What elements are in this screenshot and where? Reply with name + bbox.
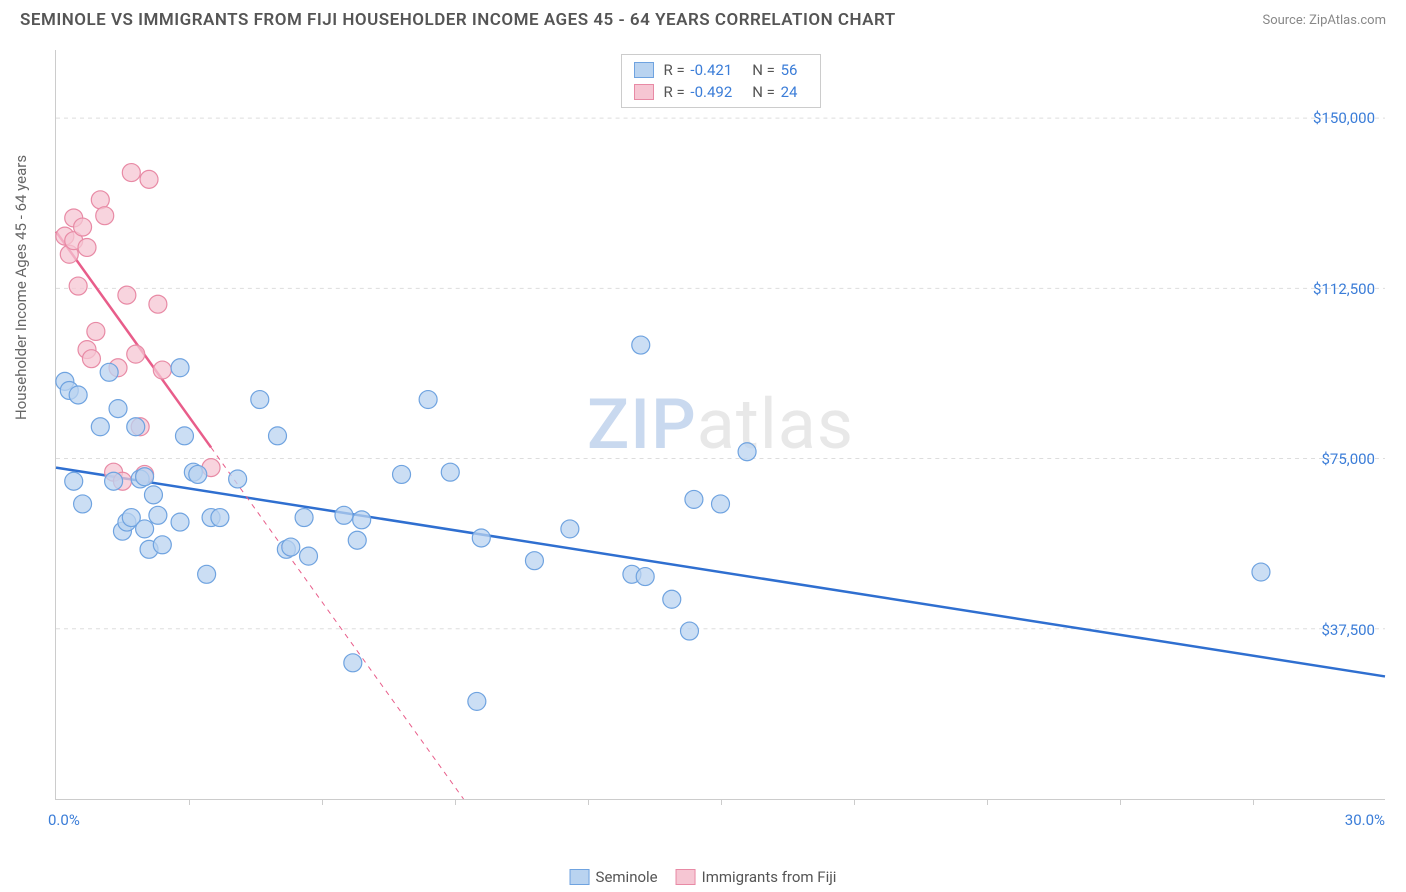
data-point <box>189 465 207 483</box>
x-tick <box>189 799 190 805</box>
data-point <box>472 529 490 547</box>
legend-label-1: Immigrants from Fiji <box>702 868 837 886</box>
data-point <box>632 336 650 354</box>
data-point <box>69 386 87 404</box>
data-point <box>211 509 229 527</box>
data-point <box>441 463 459 481</box>
data-point <box>393 465 411 483</box>
data-point <box>680 622 698 640</box>
data-point <box>295 509 313 527</box>
data-point <box>171 513 189 531</box>
data-point <box>153 361 171 379</box>
x-tick <box>322 799 323 805</box>
x-max-label: 30.0% <box>1345 811 1385 829</box>
y-tick-label: $150,000 <box>1313 109 1375 127</box>
data-point <box>127 418 145 436</box>
data-point <box>335 506 353 524</box>
data-point <box>153 536 171 554</box>
data-point <box>300 547 318 565</box>
data-point <box>251 391 269 409</box>
data-point <box>738 443 756 461</box>
data-point <box>353 511 371 529</box>
data-point <box>91 418 109 436</box>
scatter-svg <box>56 50 1385 799</box>
data-point <box>105 472 123 490</box>
data-point <box>344 654 362 672</box>
x-tick <box>854 799 855 805</box>
x-tick <box>588 799 589 805</box>
data-point <box>149 506 167 524</box>
data-point <box>87 322 105 340</box>
data-point <box>269 427 287 445</box>
data-point <box>127 345 145 363</box>
chart-header: SEMINOLE VS IMMIGRANTS FROM FIJI HOUSEHO… <box>0 0 1406 38</box>
data-point <box>663 590 681 608</box>
data-point <box>136 468 154 486</box>
data-point <box>525 552 543 570</box>
series-legend: Seminole Immigrants from Fiji <box>570 868 837 886</box>
legend-label-0: Seminole <box>596 868 658 886</box>
data-point <box>78 238 96 256</box>
legend-swatch-seminole <box>570 869 590 885</box>
data-point <box>198 565 216 583</box>
data-point <box>100 363 118 381</box>
x-tick <box>987 799 988 805</box>
y-tick-label: $112,500 <box>1313 280 1375 298</box>
data-point <box>82 350 100 368</box>
data-point <box>144 486 162 504</box>
y-tick-label: $75,000 <box>1321 450 1375 468</box>
data-point <box>74 218 92 236</box>
data-point <box>468 692 486 710</box>
data-point <box>175 427 193 445</box>
data-point <box>1252 563 1270 581</box>
x-tick <box>1253 799 1254 805</box>
data-point <box>74 495 92 513</box>
x-tick <box>455 799 456 805</box>
data-point <box>282 538 300 556</box>
data-point <box>149 295 167 313</box>
chart-source: Source: ZipAtlas.com <box>1262 13 1386 28</box>
data-point <box>118 286 136 304</box>
data-point <box>69 277 87 295</box>
data-point <box>65 472 83 490</box>
data-point <box>419 391 437 409</box>
data-point <box>685 490 703 508</box>
chart-plot-area: ZIPatlas R = -0.421 N = 56 R = -0.492 N … <box>55 50 1385 800</box>
data-point <box>109 400 127 418</box>
x-tick <box>1120 799 1121 805</box>
data-point <box>712 495 730 513</box>
y-axis-label: Householder Income Ages 45 - 64 years <box>12 155 30 420</box>
data-point <box>140 170 158 188</box>
chart-title: SEMINOLE VS IMMIGRANTS FROM FIJI HOUSEHO… <box>20 10 896 30</box>
data-point <box>561 520 579 538</box>
legend-item-0: Seminole <box>570 868 658 886</box>
data-point <box>96 207 114 225</box>
y-tick-label: $37,500 <box>1321 621 1375 639</box>
x-min-label: 0.0% <box>48 811 80 829</box>
legend-swatch-fiji <box>676 869 696 885</box>
data-point <box>348 531 366 549</box>
data-point <box>171 359 189 377</box>
data-point <box>636 568 654 586</box>
data-point <box>122 164 140 182</box>
data-point <box>229 470 247 488</box>
data-point <box>91 191 109 209</box>
x-tick <box>721 799 722 805</box>
legend-item-1: Immigrants from Fiji <box>676 868 837 886</box>
data-point <box>136 520 154 538</box>
